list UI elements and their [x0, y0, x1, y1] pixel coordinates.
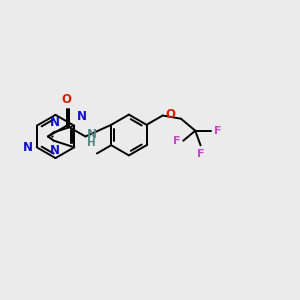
Text: N: N	[76, 110, 87, 123]
Text: F: F	[173, 136, 180, 146]
Text: F: F	[214, 126, 221, 136]
Text: H: H	[87, 138, 96, 148]
Text: N: N	[87, 128, 97, 142]
Text: N: N	[23, 141, 33, 154]
Text: O: O	[62, 93, 72, 106]
Text: O: O	[165, 107, 175, 121]
Text: N: N	[50, 116, 60, 129]
Text: N: N	[50, 144, 60, 157]
Text: F: F	[197, 149, 204, 159]
